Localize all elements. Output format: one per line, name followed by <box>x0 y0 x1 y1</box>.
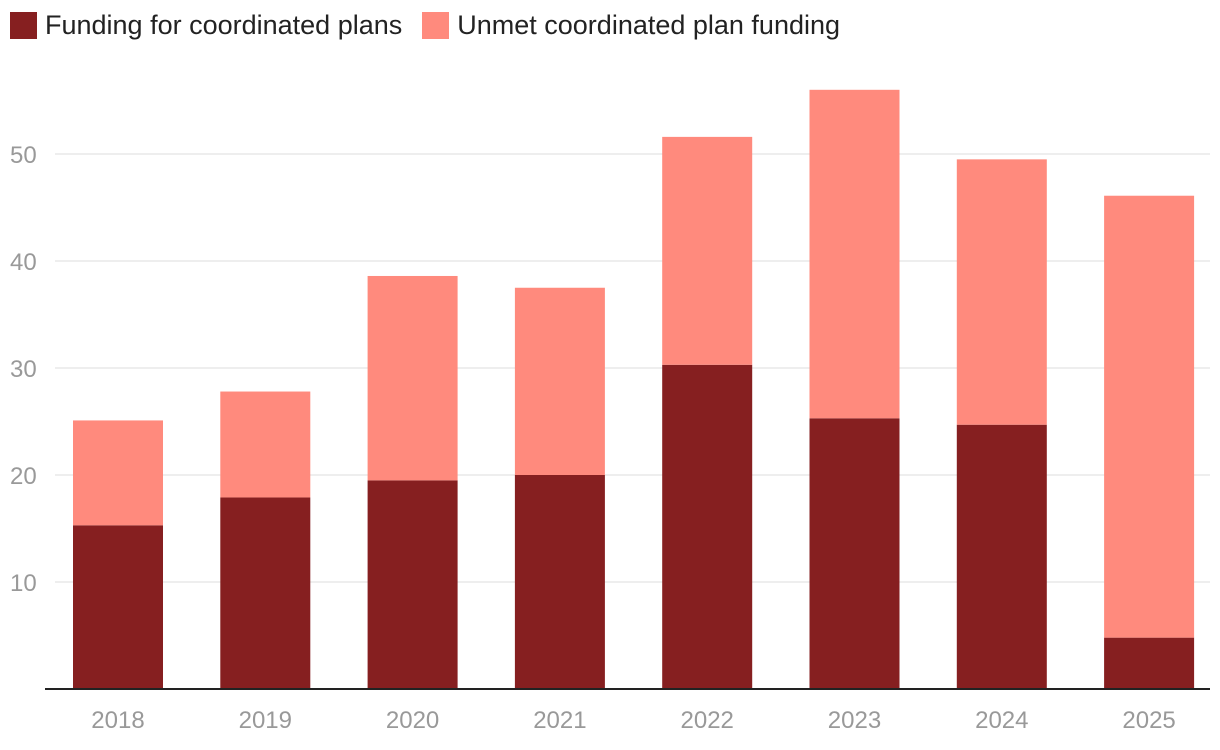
bar-unmet-2018 <box>73 420 163 526</box>
y-tick-label: 10 <box>10 570 37 597</box>
bar-funding-2020 <box>367 480 458 689</box>
bar-funding-2019 <box>220 497 311 689</box>
bar-funding-2021 <box>514 475 605 689</box>
bar-unmet-2024 <box>956 159 1047 425</box>
legend-label-funding: Funding for coordinated plans <box>45 10 403 40</box>
x-tick-label: 2020 <box>386 707 439 734</box>
legend-item-unmet: Unmet coordinated plan funding <box>422 10 840 41</box>
x-tick-label: 2025 <box>1122 707 1175 734</box>
x-tick-label: 2019 <box>239 707 292 734</box>
y-tick-label: 20 <box>10 463 37 490</box>
bar-unmet-2021 <box>514 287 605 475</box>
bar-unmet-2022 <box>662 136 753 365</box>
bar-funding-2024 <box>956 424 1047 689</box>
legend-swatch-funding <box>10 12 37 39</box>
legend: Funding for coordinated plans Unmet coor… <box>10 10 840 41</box>
legend-swatch-unmet <box>422 12 450 39</box>
bar-unmet-2025 <box>1104 195 1195 638</box>
bar-unmet-2020 <box>367 275 458 481</box>
y-tick-label: 50 <box>10 142 37 169</box>
x-tick-label: 2022 <box>681 707 734 734</box>
legend-item-funding: Funding for coordinated plans <box>10 10 402 41</box>
x-tick-label: 2018 <box>91 707 144 734</box>
bar-unmet-2019 <box>220 391 311 498</box>
bar-funding-2025 <box>1104 637 1195 689</box>
y-tick-label: 30 <box>10 356 37 383</box>
x-tick-label: 2023 <box>828 707 881 734</box>
bar-funding-2022 <box>662 364 753 689</box>
bar-funding-2023 <box>809 418 900 689</box>
legend-label-unmet: Unmet coordinated plan funding <box>457 10 841 40</box>
y-tick-label: 40 <box>10 249 37 276</box>
x-tick-label: 2024 <box>975 707 1028 734</box>
bar-unmet-2023 <box>809 89 900 419</box>
x-tick-label: 2021 <box>533 707 586 734</box>
bar-funding-2018 <box>73 525 163 689</box>
